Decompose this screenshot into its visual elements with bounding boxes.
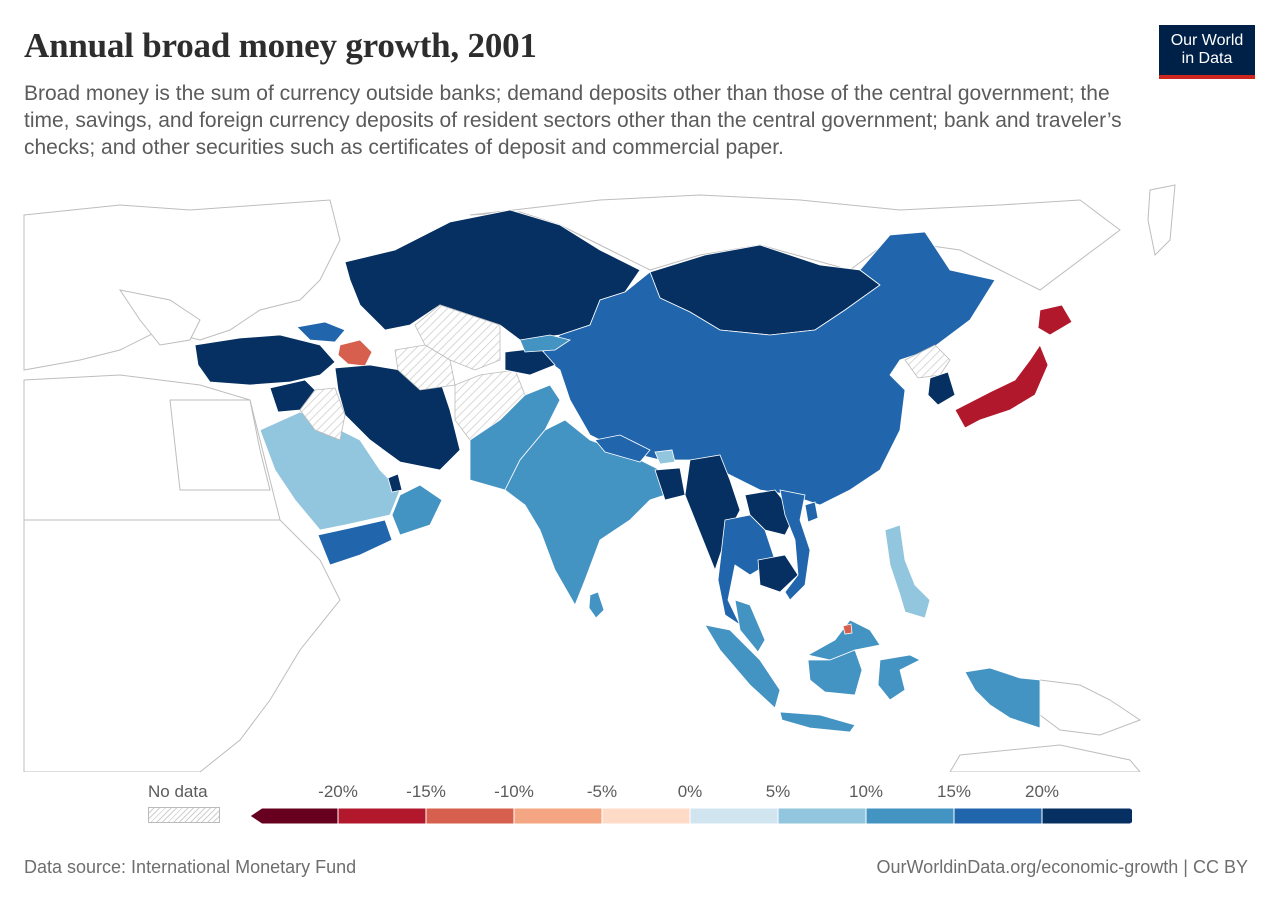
- legend-tick-label: -20%: [318, 782, 358, 801]
- country-azerbaijan[interactable]: [337, 339, 373, 367]
- legend-bin-7[interactable]: [865, 807, 955, 825]
- region-kamchatka: [1147, 184, 1176, 257]
- legend-tick-label: 10%: [848, 782, 884, 801]
- country-qatar[interactable]: [387, 473, 403, 493]
- country-turkey[interactable]: [194, 334, 336, 386]
- country-bhutan[interactable]: [654, 449, 676, 465]
- chart-title: Annual broad money growth, 2001: [24, 26, 537, 65]
- legend-bin-4[interactable]: [601, 807, 691, 825]
- legend-tick-label: 20%: [1024, 782, 1060, 801]
- logo-line-2: in Data: [1181, 50, 1233, 67]
- background-countries: [23, 184, 1176, 772]
- logo-line-1: Our World: [1170, 32, 1244, 49]
- region-egypt: [169, 399, 271, 491]
- country-myanmar[interactable]: [684, 454, 741, 572]
- country-vietnam[interactable]: [779, 489, 811, 601]
- country-philippines[interactable]: [884, 524, 931, 619]
- legend-tick-label: -10%: [494, 782, 534, 801]
- data-countries: [194, 209, 1073, 733]
- country-sri-lanka[interactable]: [588, 591, 605, 619]
- country-indonesia-sulawesi[interactable]: [877, 654, 921, 701]
- map-legend: No data -20% -15% -10% -5% 0% 5% 10% 15% 20%: [0, 778, 1280, 828]
- legend-bin-0[interactable]: [250, 807, 339, 825]
- legend-no-data-swatch: [148, 807, 220, 823]
- chart-subtitle: Broad money is the sum of currency outsi…: [24, 82, 1122, 159]
- country-nepal[interactable]: [594, 434, 651, 463]
- country-indonesia-papua[interactable]: [964, 667, 1041, 729]
- country-japan-hokkaido[interactable]: [1037, 304, 1073, 336]
- country-yemen[interactable]: [317, 519, 393, 566]
- country-pakistan[interactable]: [469, 384, 561, 491]
- legend-tick-label: -5%: [586, 782, 618, 801]
- country-south-korea[interactable]: [927, 371, 956, 406]
- region-australia-top: [949, 744, 1141, 772]
- region-balkans: [118, 289, 201, 346]
- country-iraq[interactable]: [299, 387, 346, 441]
- country-japan[interactable]: [954, 344, 1049, 429]
- choropleth-map[interactable]: [0, 180, 1280, 772]
- country-taiwan[interactable]: [804, 501, 819, 523]
- legend-bin-5[interactable]: [689, 807, 779, 825]
- legend-no-data-label: No data: [148, 782, 208, 801]
- source-credit-link[interactable]: OurWorldinData.org/economic-growth | CC …: [876, 857, 1248, 877]
- region-russia: [469, 194, 1121, 291]
- country-indonesia-sumatra[interactable]: [704, 624, 781, 709]
- legend-tick-label: -15%: [406, 782, 446, 801]
- country-north-korea[interactable]: [904, 344, 951, 379]
- legend-bin-1[interactable]: [337, 807, 427, 825]
- country-georgia[interactable]: [296, 321, 346, 343]
- country-tajikistan[interactable]: [519, 334, 571, 353]
- legend-bin-6[interactable]: [777, 807, 867, 825]
- country-oman[interactable]: [391, 484, 443, 536]
- region-europe: [23, 199, 341, 371]
- legend-color-bar: [250, 807, 1132, 825]
- country-cambodia[interactable]: [757, 554, 799, 593]
- country-malaysia-peninsula[interactable]: [734, 599, 766, 653]
- country-china[interactable]: [539, 231, 996, 506]
- region-papua-new-guinea: [1039, 679, 1142, 736]
- legend-bin-2[interactable]: [425, 807, 515, 825]
- country-brunei[interactable]: [842, 623, 853, 635]
- legend-tick-label: 15%: [936, 782, 972, 801]
- legend-tick-label: 5%: [765, 782, 791, 801]
- owid-logo[interactable]: Our World in Data: [1159, 25, 1255, 79]
- country-indonesia-kalimantan[interactable]: [807, 649, 863, 696]
- country-indonesia-java[interactable]: [779, 711, 856, 733]
- legend-tick-label: 0%: [677, 782, 703, 801]
- data-source[interactable]: Data source: International Monetary Fund: [24, 857, 357, 877]
- country-india[interactable]: [504, 419, 681, 606]
- legend-bin-3[interactable]: [513, 807, 603, 825]
- region-central-africa: [23, 519, 341, 772]
- country-thailand[interactable]: [717, 514, 776, 627]
- legend-bin-9[interactable]: [1041, 807, 1132, 825]
- legend-bin-8[interactable]: [953, 807, 1043, 825]
